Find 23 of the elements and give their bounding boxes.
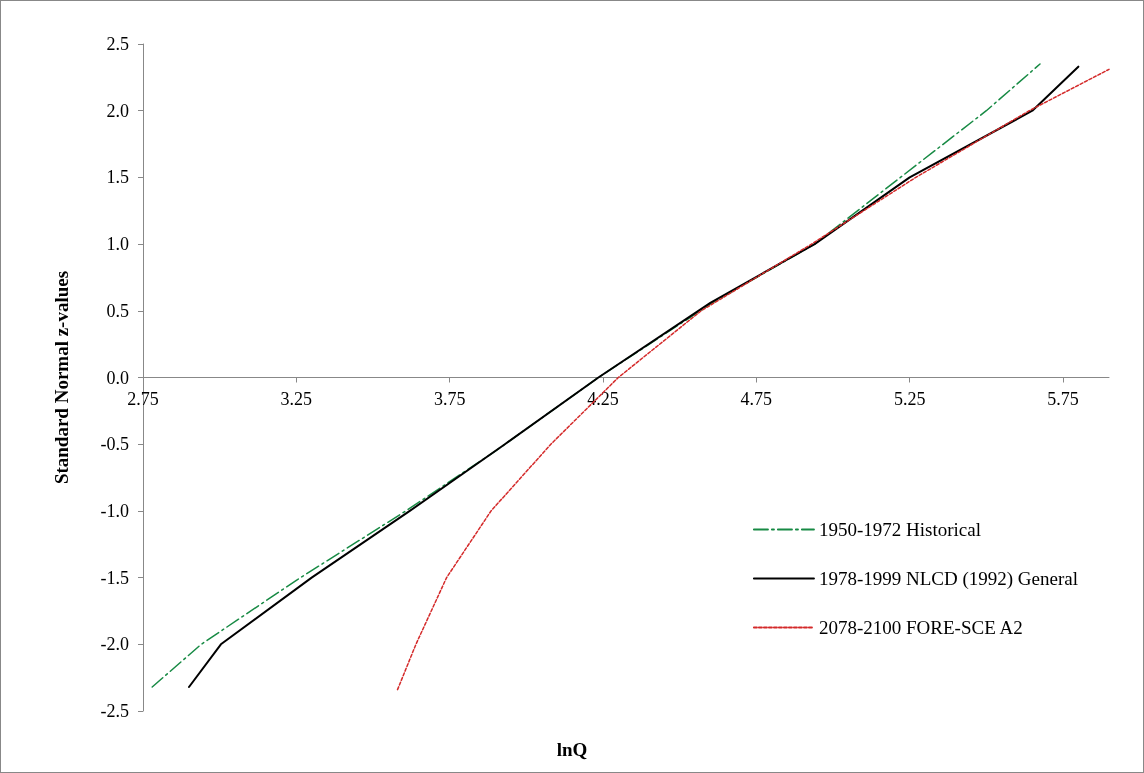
x-tick-label: 3.75 bbox=[433, 388, 466, 409]
x-tick-label: 5.75 bbox=[1047, 388, 1079, 409]
x-axis-title: lnQ bbox=[556, 739, 588, 760]
x-tick-label: 4.75 bbox=[740, 388, 773, 409]
legend-label: 1978-1999 NLCD (1992) General bbox=[818, 568, 1079, 590]
y-tick-label: -1.0 bbox=[100, 500, 129, 521]
x-tick-label: 3.25 bbox=[280, 388, 313, 409]
x-tick-label: 5.25 bbox=[893, 388, 926, 409]
y-tick-label: 2.5 bbox=[106, 34, 129, 54]
legend-label: 1950-1972 Historical bbox=[818, 519, 981, 540]
y-tick-label: -1.5 bbox=[100, 567, 129, 588]
y-axis-title: Standard Normal z-values bbox=[51, 270, 72, 485]
y-tick-label: 1.0 bbox=[106, 234, 129, 255]
y-tick-label: 0.5 bbox=[106, 300, 129, 321]
y-tick-label: 2.0 bbox=[106, 100, 129, 121]
y-tick-label: 0.0 bbox=[106, 367, 129, 388]
y-tick-label: -2.0 bbox=[100, 634, 129, 655]
line-series bbox=[396, 68, 1110, 691]
y-tick-label: 1.5 bbox=[106, 167, 129, 188]
y-tick-label: -2.5 bbox=[100, 701, 129, 721]
x-tick-label: 2.75 bbox=[127, 388, 159, 409]
y-tick-label: -0.5 bbox=[100, 434, 129, 455]
legend-label: 2078-2100 FORE-SCE A2 bbox=[818, 617, 1023, 638]
